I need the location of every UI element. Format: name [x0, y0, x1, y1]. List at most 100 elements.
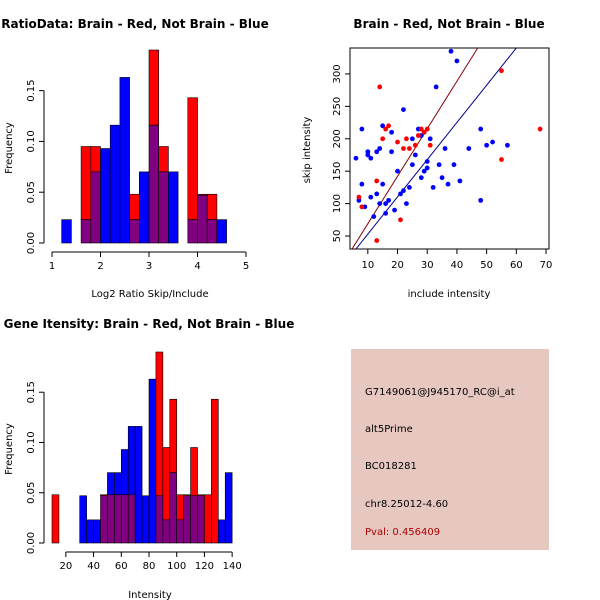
brain-point-15 — [418, 126, 424, 132]
ratio-x-tick-label-4: 5 — [243, 261, 249, 272]
intensity-bar-overlap-20 — [190, 495, 198, 544]
scatter-y-tick-label-1: 100 — [332, 194, 343, 213]
ratio-bar-not-brain-4 — [100, 148, 111, 244]
ratio-bar-brain-9 — [148, 49, 159, 126]
not-brain-point-27 — [409, 162, 415, 168]
ratio-x-tick-label-1: 2 — [97, 261, 103, 272]
intensity-bar-not-brain-14 — [148, 378, 157, 544]
intensity-bar-overlap-18 — [176, 519, 184, 544]
intensity-bar-not-brain-6 — [93, 519, 101, 544]
not-brain-point-24 — [401, 188, 406, 194]
intensity-bar-overlap-21 — [197, 495, 205, 544]
brain-point-0 — [356, 194, 362, 200]
intensity-histogram-title: Gene Itensity: Brain - Red, Not Brain - … — [4, 317, 295, 331]
intensity-bar-not-brain-11 — [127, 426, 136, 496]
intensity-histogram-bars — [51, 351, 233, 544]
not-brain-point-28 — [409, 136, 415, 142]
scatter-x-tick-label-6: 70 — [540, 260, 553, 271]
not-brain-point-48 — [490, 139, 495, 145]
not-brain-point-20 — [392, 207, 397, 213]
brain-point-21 — [537, 126, 543, 132]
brain-point-11 — [404, 136, 409, 142]
not-brain-point-0 — [353, 155, 359, 161]
intensity-x-tick-label-1: 40 — [87, 561, 100, 572]
not-brain-fit-line — [355, 48, 517, 249]
scatter-y-tick-label-2: 150 — [332, 162, 343, 181]
not-brain-point-46 — [478, 126, 484, 132]
ratio-bar-overlap-13 — [187, 219, 198, 244]
brain-point-5 — [380, 136, 386, 142]
not-brain-point-23 — [401, 107, 406, 112]
not-brain-point-39 — [442, 146, 448, 151]
brain-point-4 — [377, 84, 383, 90]
probe-info-panel: G7149061@J945170_RC@i_at alt5Prime BC018… — [351, 349, 549, 550]
not-brain-point-6 — [365, 152, 371, 158]
intensity-bar-overlap-7 — [100, 495, 108, 544]
intensity-bar-not-brain-9 — [114, 472, 122, 496]
intensity-scatter-title: Brain - Red, Not Brain - Blue — [353, 17, 544, 31]
intensity-bar-brain-0 — [51, 494, 60, 544]
not-brain-point-40 — [445, 181, 451, 187]
intensity-y-tick-label-2: 0.10 — [26, 431, 37, 453]
not-brain-point-15 — [380, 181, 386, 187]
ratio-bar-brain-7 — [129, 193, 140, 220]
scatter-x-tick-label-1: 20 — [391, 260, 404, 271]
intensity-histogram-axes: 20 40 60 80 100 120 140 0.00 0.05 0.10 0.15 — [26, 381, 242, 572]
scatter-points — [353, 48, 543, 243]
intensity-scatter: Brain - Red, Not Brain - Blue 10 20 30 40 50… — [302, 17, 552, 300]
intensity-bar-not-brain-24 — [217, 519, 226, 544]
not-brain-point-44 — [457, 178, 463, 184]
scatter-x-tick-label-5: 60 — [510, 260, 523, 271]
intensity-bar-brain-23 — [211, 398, 219, 544]
ratio-y-tick-label-0: 0.00 — [26, 232, 37, 254]
scatter-plot-box — [349, 47, 550, 250]
intensity-x-tick-label-4: 100 — [167, 561, 186, 572]
ratio-bar-not-brain-16 — [216, 219, 227, 244]
ratio-histogram-xlabel: Log2 Ratio Skip/Include — [91, 289, 208, 300]
scatter-y-tick-label-4: 250 — [332, 97, 343, 116]
ratio-bar-not-brain-5 — [109, 124, 121, 244]
not-brain-point-13 — [377, 201, 383, 207]
scatter-axes: 10 20 30 40 50 60 70 50 100 150 200 250 300 — [332, 64, 552, 271]
brain-point-16 — [421, 129, 427, 135]
brain-point-7 — [386, 123, 392, 129]
intensity-bar-overlap-16 — [162, 519, 171, 544]
intensity-x-tick-label-5: 120 — [195, 561, 214, 572]
brain-point-2 — [374, 238, 380, 243]
intensity-y-tick-label-0: 0.00 — [26, 532, 37, 554]
not-brain-point-14 — [380, 123, 386, 129]
intensity-y-tick-label-1: 0.05 — [26, 482, 37, 504]
ratio-bar-brain-15 — [206, 193, 218, 220]
ratio-y-tick-label-3: 0.15 — [26, 79, 37, 101]
intensity-bar-brain-16 — [162, 447, 171, 521]
not-brain-point-51 — [389, 129, 394, 135]
intensity-x-tick-label-6: 140 — [223, 561, 242, 572]
not-brain-point-42 — [451, 162, 457, 168]
not-brain-point-18 — [386, 197, 392, 203]
intensity-bar-brain-17 — [169, 398, 178, 473]
not-brain-point-22 — [398, 191, 403, 197]
scatter-x-tick-label-2: 30 — [421, 260, 434, 271]
brain-point-13 — [412, 142, 418, 148]
not-brain-point-37 — [433, 84, 439, 90]
not-brain-point-17 — [383, 201, 389, 207]
intensity-bar-not-brain-25 — [224, 472, 233, 544]
brain-point-6 — [383, 126, 389, 132]
intensity-histogram-ylabel: Frequency — [4, 423, 15, 475]
brain-point-18 — [427, 142, 433, 148]
intensity-bar-overlap-9 — [114, 494, 122, 544]
intensity-bar-not-brain-8 — [107, 472, 115, 496]
brain-point-3 — [374, 178, 380, 184]
scatter-xlabel: include intensity — [408, 289, 491, 300]
ratio-x-tick-label-3: 4 — [194, 261, 200, 272]
brain-point-10 — [401, 146, 406, 151]
brain-point-17 — [424, 126, 430, 132]
ratio-bar-brain-10 — [158, 146, 169, 173]
brain-fit-line — [351, 48, 479, 249]
not-brain-point-47 — [484, 142, 490, 148]
event-type: alt5Prime — [365, 424, 413, 435]
intensity-bar-not-brain-4 — [79, 495, 87, 544]
intensity-bar-overlap-19 — [183, 495, 191, 544]
ratio-histogram-title: RatioData: Brain - Red, Not Brain - Blue — [1, 17, 268, 31]
ratio-histogram-bars — [61, 49, 227, 244]
